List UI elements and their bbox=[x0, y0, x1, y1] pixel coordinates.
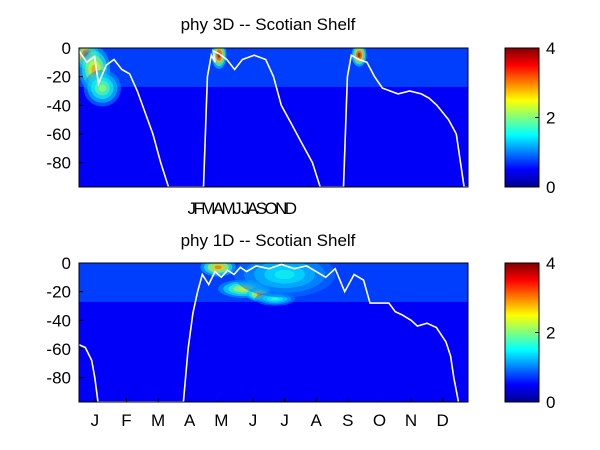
y-tick-label: -60 bbox=[46, 340, 71, 359]
y-tick-label: 0 bbox=[62, 254, 71, 273]
x-tick-label: M bbox=[214, 411, 228, 430]
x-tick-label: A bbox=[311, 411, 323, 430]
hot-spot bbox=[98, 84, 107, 92]
x-tick-label: O bbox=[373, 411, 386, 430]
heatmap-area bbox=[79, 48, 468, 187]
x-tick-label: J bbox=[91, 411, 100, 430]
hot-spot bbox=[357, 52, 361, 58]
panel-bottom: phy 1D -- Scotian Shelf 0 -20 -40 -60 -80 J F… bbox=[46, 231, 555, 430]
hot-spot bbox=[271, 297, 280, 301]
y-tick-label: -20 bbox=[46, 283, 71, 302]
x-tick-label: M bbox=[151, 411, 165, 430]
x-tick-label: S bbox=[342, 411, 353, 430]
x-tick-label: J bbox=[249, 411, 258, 430]
hot-spot bbox=[274, 269, 295, 280]
colorbar-tick-label: 2 bbox=[546, 109, 555, 128]
y-tick-label: -20 bbox=[46, 68, 71, 87]
chart-title: phy 1D -- Scotian Shelf bbox=[181, 231, 356, 250]
colorbar bbox=[504, 262, 540, 403]
axes-box bbox=[78, 47, 469, 188]
y-tick-label: -40 bbox=[46, 96, 71, 115]
axes-box bbox=[78, 262, 469, 403]
colorbar bbox=[504, 47, 540, 188]
x-tick-label: J bbox=[280, 411, 289, 430]
colorbar-tick-label: 0 bbox=[546, 178, 555, 197]
heatmap-area bbox=[79, 263, 468, 402]
chart-title: phy 3D -- Scotian Shelf bbox=[181, 15, 356, 34]
x-tick-label: F bbox=[121, 411, 131, 430]
y-tick-label: -40 bbox=[46, 311, 71, 330]
y-tick-label: 0 bbox=[62, 39, 71, 58]
x-tick-label: D bbox=[437, 411, 449, 430]
mixed-layer-line bbox=[79, 49, 468, 187]
y-tick-label: -80 bbox=[46, 154, 71, 173]
y-tick-label: -80 bbox=[46, 369, 71, 388]
colorbar-tick-label: 2 bbox=[546, 324, 555, 343]
surface-band bbox=[79, 48, 468, 87]
hot-spot bbox=[214, 265, 222, 270]
colorbar-ticks: 0 2 4 bbox=[535, 254, 555, 412]
panel-top: phy 3D -- Scotian Shelf 0 -20 -40 -60 -80 JF… bbox=[46, 15, 555, 218]
y-tick-label: -60 bbox=[46, 125, 71, 144]
month-labels-compressed: JFMAMJ JASOND bbox=[188, 199, 297, 218]
x-tick-label: N bbox=[405, 411, 417, 430]
colorbar-tick-label: 4 bbox=[546, 39, 555, 58]
y-axis: 0 -20 -40 -60 -80 bbox=[46, 39, 83, 173]
colorbar-tick-label: 4 bbox=[546, 254, 555, 273]
mixed-layer-line bbox=[79, 263, 460, 402]
colorbar-tick-label: 0 bbox=[546, 393, 555, 412]
x-tick-label: A bbox=[184, 411, 196, 430]
y-axis: 0 -20 -40 -60 -80 bbox=[46, 254, 83, 388]
colorbar-ticks: 0 2 4 bbox=[535, 39, 555, 197]
